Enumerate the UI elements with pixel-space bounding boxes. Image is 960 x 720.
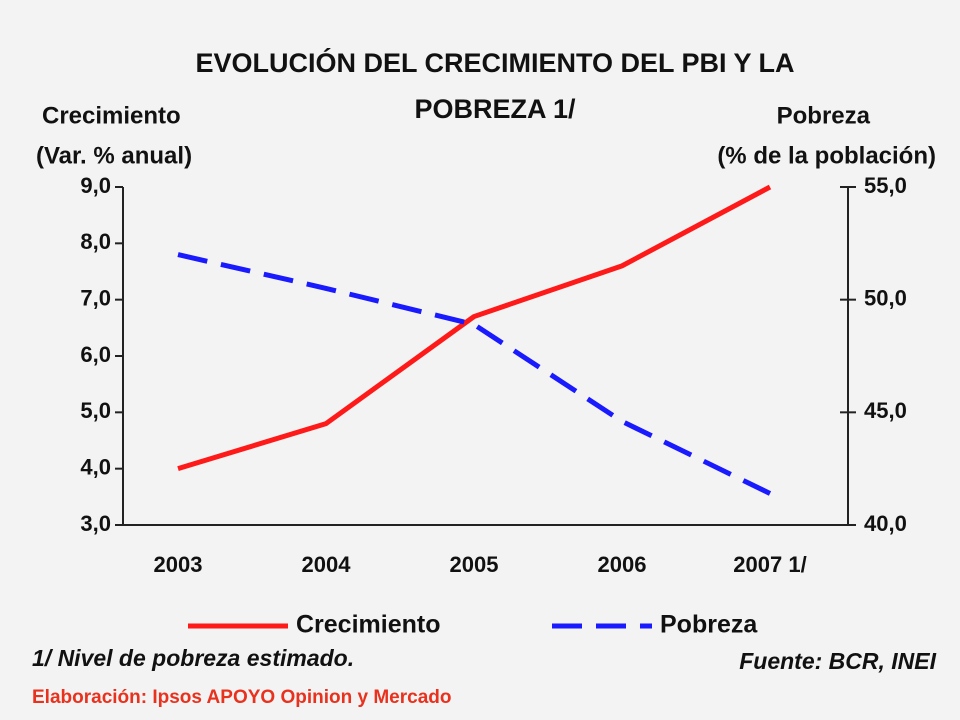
y-tick-label: 6,0 (80, 342, 111, 367)
y2-tick-label: 55,0 (864, 173, 907, 198)
legend-label: Pobreza (660, 611, 758, 639)
footnote: 1/ Nivel de pobreza estimado. (32, 645, 354, 671)
y-tick-label: 3,0 (80, 511, 111, 536)
y-tick-label: 7,0 (80, 285, 111, 310)
x-tick-label: 2006 (598, 552, 647, 577)
y2-axis-label: Pobreza (777, 102, 871, 129)
y2-tick-label: 40,0 (864, 511, 907, 536)
chart-title: EVOLUCIÓN DEL CRECIMIENTO DEL PBI Y LA (195, 47, 794, 78)
y-tick-label: 9,0 (80, 173, 111, 198)
x-tick-label: 2005 (450, 552, 499, 577)
y-tick-label: 4,0 (80, 454, 111, 479)
y-tick-label: 8,0 (80, 229, 111, 254)
chart-title: POBREZA 1/ (414, 94, 576, 124)
credit: Elaboración: Ipsos APOYO Opinion y Merca… (32, 687, 451, 708)
y-axis-label: Crecimiento (42, 102, 181, 129)
y-axis-label: (Var. % anual) (36, 142, 192, 169)
series-line (177, 252, 772, 496)
y-tick-label: 5,0 (80, 398, 111, 423)
x-tick-label: 2003 (154, 552, 203, 577)
x-tick-label: 2007 1/ (733, 552, 806, 577)
y2-tick-label: 50,0 (864, 285, 907, 310)
y2-tick-label: 45,0 (864, 398, 907, 423)
legend-label: Crecimiento (296, 611, 440, 639)
source: Fuente: BCR, INEI (739, 648, 936, 674)
y2-axis-label: (% de la población) (717, 142, 936, 169)
x-tick-label: 2004 (302, 552, 352, 577)
series-line (177, 184, 772, 472)
